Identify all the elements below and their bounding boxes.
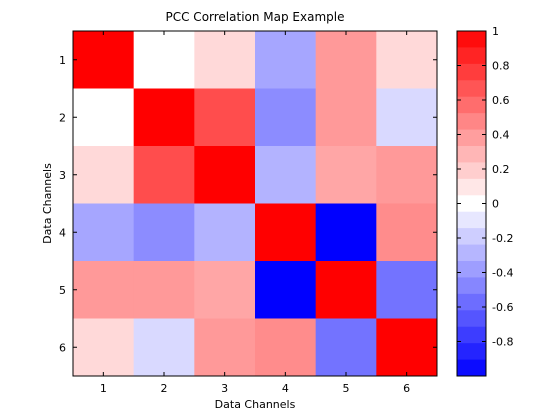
colorbar-tick-label: 1 (492, 25, 499, 38)
colorbar-step (457, 80, 486, 98)
heatmap-cell-2-5 (315, 88, 377, 147)
colorbar-step (457, 63, 486, 81)
heatmap-cell-2-1 (73, 88, 135, 147)
colorbar-step (457, 277, 486, 295)
colorbar-step (457, 47, 486, 65)
heatmap-cell-5-4 (255, 261, 317, 319)
plot-frame (72, 30, 438, 377)
heatmap-cell-6-6 (376, 318, 438, 377)
colorbar (457, 31, 486, 377)
heatmap-cell-1-6 (376, 31, 438, 89)
heatmap-cell-5-5 (315, 261, 377, 319)
heatmap-cell-2-4 (255, 88, 317, 147)
x-axis-ticks: 1 2 3 4 5 6 (100, 31, 410, 395)
heatmap-cell-5-1 (73, 261, 135, 319)
colorbar-step (457, 146, 486, 163)
heatmap-cell-6-1 (73, 318, 135, 377)
heatmap-cell-3-1 (73, 146, 135, 204)
x-tick-label: 1 (100, 382, 107, 395)
colorbar-step (457, 261, 486, 278)
x-tick-label: 3 (221, 382, 228, 395)
heatmap-cell-4-5 (315, 203, 377, 262)
colorbar-tick-label: 0 (492, 198, 499, 211)
colorbar-tick-label: -0.6 (492, 301, 513, 314)
heatmap-cell-1-5 (315, 31, 377, 89)
heatmap-cell-3-2 (133, 146, 195, 204)
y-axis-ticks: 1 2 3 4 5 6 (59, 54, 437, 354)
heatmap-cells (73, 31, 438, 377)
colorbar-step (457, 244, 486, 262)
colorbar-tick-label: -0.4 (492, 267, 513, 280)
colorbar-step (457, 326, 486, 344)
x-tick-label: 5 (343, 382, 350, 395)
heatmap-cell-2-2 (133, 88, 195, 147)
colorbar-step (457, 113, 486, 130)
heatmap-cell-6-2 (133, 318, 195, 377)
chart-title: PCC Correlation Map Example (166, 10, 345, 24)
heatmap-cell-4-1 (73, 203, 135, 262)
x-tick-label: 6 (403, 382, 410, 395)
colorbar-tick-label: 0.8 (492, 60, 510, 73)
heatmap-cell-3-5 (315, 146, 377, 204)
colorbar-step (457, 310, 486, 328)
heatmap-cell-4-2 (133, 203, 195, 262)
colorbar-step (457, 293, 486, 311)
heatmap-cell-1-3 (194, 31, 256, 89)
colorbar-step (457, 195, 486, 213)
heatmap-cell-2-6 (376, 88, 438, 147)
colorbar-step (457, 31, 486, 48)
colorbar-step (457, 228, 486, 245)
y-axis-label: Data Channels (41, 163, 54, 244)
y-tick-label: 2 (59, 111, 66, 124)
y-tick-label: 3 (59, 169, 66, 182)
colorbar-ticks: 1 0.8 0.6 0.4 0.2 0 -0.2 -0.4 -0.6 -0.8 (457, 25, 513, 349)
heatmap-cell-6-3 (194, 318, 256, 377)
colorbar-step (457, 178, 486, 196)
heatmap-cell-1-2 (133, 31, 195, 89)
heatmap-cell-5-2 (133, 261, 195, 319)
heatmap-cell-3-3 (194, 146, 256, 204)
x-axis-label: Data Channels (215, 398, 296, 411)
colorbar-step (457, 162, 486, 180)
heatmap-cell-4-4 (255, 203, 317, 262)
heatmap-cell-6-5 (315, 318, 377, 377)
heatmap-cell-4-3 (194, 203, 256, 262)
colorbar-step (457, 96, 486, 114)
y-tick-label: 4 (59, 226, 66, 239)
x-tick-label: 4 (282, 382, 289, 395)
heatmap-cell-5-3 (194, 261, 256, 319)
colorbar-tick-label: 0.2 (492, 163, 510, 176)
x-tick-label: 2 (161, 382, 168, 395)
colorbar-tick-label: 0.4 (492, 129, 510, 142)
heatmap-cell-5-6 (376, 261, 438, 319)
colorbar-step (457, 343, 486, 360)
heatmap-cell-1-4 (255, 31, 317, 89)
heatmap-cell-6-4 (255, 318, 317, 377)
heatmap-cell-3-4 (255, 146, 317, 204)
colorbar-tick-label: 0.6 (492, 94, 510, 107)
colorbar-step (457, 129, 486, 147)
y-tick-label: 1 (59, 54, 66, 67)
y-tick-label: 6 (59, 341, 66, 354)
colorbar-tick-label: -0.2 (492, 232, 513, 245)
colorbar-tick-label: -0.8 (492, 336, 513, 349)
colorbar-step (457, 211, 486, 229)
heatmap-cell-2-3 (194, 88, 256, 147)
heatmap-cell-4-6 (376, 203, 438, 262)
colorbar-step (457, 359, 486, 377)
y-tick-label: 5 (59, 284, 66, 297)
heatmap-cell-3-6 (376, 146, 438, 204)
heatmap-cell-1-1 (73, 31, 135, 89)
